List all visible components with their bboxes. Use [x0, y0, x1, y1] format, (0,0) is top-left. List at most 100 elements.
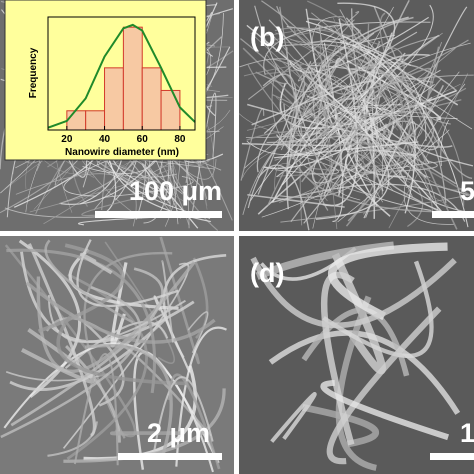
fiber — [329, 2, 396, 115]
fiber — [300, 85, 383, 206]
inset-chart: Frequency Nanowire diameter (nm) 20 40 60 8… — [4, 0, 207, 161]
fiber — [347, 58, 412, 222]
fiber — [5, 371, 109, 382]
fiber — [276, 4, 434, 178]
fiber — [312, 69, 375, 184]
fiber — [104, 241, 176, 365]
fiber — [25, 281, 216, 344]
panel-label: (b) — [250, 22, 284, 52]
fiber — [289, 83, 450, 213]
fiber — [306, 67, 444, 153]
fiber — [161, 260, 174, 343]
fiber — [97, 158, 215, 193]
fiber — [36, 261, 196, 373]
fiber — [326, 39, 469, 95]
fiber — [159, 236, 200, 365]
fiber — [76, 239, 179, 308]
x-tick-label: 20 — [61, 134, 73, 145]
fiber — [301, 47, 456, 144]
fiber — [257, 164, 310, 231]
fiber — [66, 273, 148, 461]
fiber — [250, 32, 462, 191]
scale-bar — [432, 211, 474, 218]
fiber — [247, 31, 418, 209]
scale-bar — [430, 453, 474, 460]
fiber — [413, 71, 460, 179]
fiber — [365, 121, 417, 219]
x-tick-label: 60 — [137, 134, 149, 145]
fiber — [306, 95, 434, 201]
bar — [104, 67, 124, 131]
fiber — [56, 312, 189, 386]
fiber — [323, 89, 375, 196]
fiber — [266, 19, 330, 144]
scale-label: 5 — [460, 176, 474, 206]
fiber — [247, 64, 334, 177]
fiber — [153, 376, 214, 451]
fiber — [337, 159, 453, 201]
fiber — [276, 32, 393, 157]
fiber — [312, 137, 408, 229]
fiber — [332, 17, 399, 131]
fiber — [371, 57, 472, 214]
fiber — [44, 239, 134, 324]
panel-label: (d) — [250, 258, 284, 288]
x-tick-label: 40 — [99, 134, 111, 145]
bar — [160, 89, 181, 131]
fiber — [440, 119, 449, 166]
fiber — [254, 5, 341, 93]
fiber — [286, 26, 469, 228]
fiber — [63, 388, 226, 463]
fiber — [372, 46, 405, 160]
fiber — [29, 165, 174, 213]
fiber — [84, 343, 173, 454]
fiber — [64, 321, 169, 369]
fiber — [304, 104, 332, 201]
fiber — [339, 69, 441, 211]
fiber — [270, 392, 317, 443]
fiber — [62, 262, 190, 449]
fit-curve — [47, 23, 196, 129]
fiber — [275, 134, 390, 148]
bar — [85, 110, 106, 131]
fiber — [271, 68, 373, 196]
fiber — [0, 286, 142, 439]
scale-label: 100 μm — [129, 176, 222, 206]
fiber-group — [0, 236, 227, 473]
fiber — [424, 78, 451, 125]
fiber — [311, 16, 383, 203]
fiber — [247, 11, 360, 100]
fiber — [247, 193, 345, 208]
fiber — [273, 39, 363, 131]
fiber-group — [250, 241, 461, 471]
fiber — [276, 174, 378, 215]
fiber — [301, 404, 380, 448]
fiber — [337, 129, 450, 223]
fiber — [60, 46, 231, 205]
fiber — [308, 62, 458, 106]
scale-label: 1 — [460, 418, 474, 448]
fiber — [263, 21, 431, 75]
fiber — [10, 267, 164, 427]
fiber — [37, 243, 125, 333]
fiber — [394, 160, 438, 172]
fiber — [345, 17, 440, 151]
fiber — [341, 35, 412, 66]
fiber — [268, 330, 461, 415]
fiber — [261, 79, 396, 218]
fiber — [47, 295, 186, 343]
fiber — [311, 12, 423, 138]
bar — [122, 26, 143, 131]
bar — [66, 110, 87, 131]
fiber — [250, 106, 402, 201]
y-axis-label: Frequency — [28, 47, 39, 98]
fiber — [28, 243, 96, 437]
x-axis-label: Nanowire diameter (nm) — [65, 147, 179, 158]
fiber — [328, 242, 448, 321]
fiber — [256, 32, 375, 173]
fiber — [239, 58, 305, 151]
fiber — [79, 252, 113, 275]
fiber — [337, 107, 376, 219]
fiber — [15, 173, 137, 227]
